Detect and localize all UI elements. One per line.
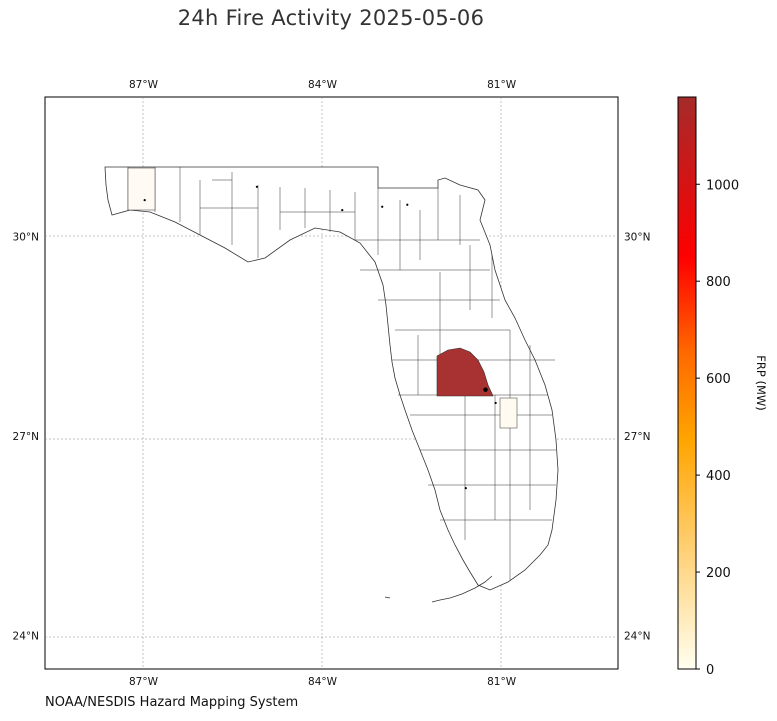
colorbar-tick-label: 1000 [706,178,739,193]
lon-tick-label-bottom: 87°W [129,676,159,688]
county-boundaries [127,167,556,580]
lon-tick-label-bottom: 84°W [308,676,338,688]
lat-tick-label-right: 24°N [624,631,650,643]
fire-point [143,198,146,202]
fire-point [341,208,344,212]
lon-ticks-bottom: 87°W 84°W 81°W [129,676,517,688]
lon-tick-label-top: 81°W [487,79,517,91]
lon-tick-label-bottom: 81°W [487,676,517,688]
colorbar-tick-label: 800 [706,275,731,290]
highlighted-county [436,347,494,397]
colorbar [677,96,697,670]
lat-tick-label-right: 27°N [624,431,650,443]
tinted-county-panhandle [127,167,156,211]
florida-outline [104,166,559,591]
fire-point [464,486,467,490]
lat-tick-label-left: 24°N [13,631,39,643]
fire-point [381,205,384,208]
lat-tick-label-right: 30°N [624,232,650,244]
lat-tick-label-left: 30°N [13,232,39,244]
florida-keys [431,575,493,603]
data-credit: NOAA/NESDIS Hazard Mapping System [45,695,299,710]
fire-point [483,387,488,392]
fire-points [143,185,497,490]
fire-point [406,203,409,206]
lon-ticks-top: 87°W 84°W 81°W [129,79,517,91]
map-title: 24h Fire Activity 2025-05-06 [177,6,485,30]
fire-point [494,401,497,405]
keys-west [384,596,391,599]
fire-point [255,185,258,188]
colorbar-tick-label: 0 [706,663,714,678]
colorbar-label: FRP (MW) [754,355,768,410]
lat-ticks-right: 30°N 27°N 24°N [624,232,650,643]
colorbar-ticks: 0 200 400 600 800 1000 [696,178,739,678]
lat-tick-label-left: 27°N [13,431,39,443]
tinted-county [499,397,518,429]
lon-tick-label-top: 84°W [308,79,338,91]
lon-tick-label-top: 87°W [129,79,159,91]
colorbar-tick-label: 200 [706,566,731,581]
colorbar-tick-label: 400 [706,469,731,484]
lat-ticks-left: 30°N 27°N 24°N [13,232,39,643]
colorbar-tick-label: 600 [706,372,731,387]
